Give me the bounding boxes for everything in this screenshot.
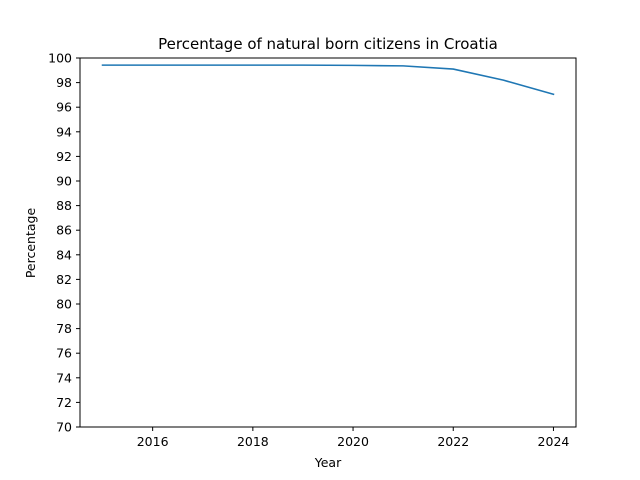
x-tick-label: 2016 (137, 434, 169, 449)
y-tick-label: 88 (56, 198, 72, 213)
y-axis-label: Percentage (23, 208, 38, 279)
y-axis: 70 72 74 76 78 80 82 84 86 88 90 92 94 96 98 100 (48, 51, 80, 435)
chart-title: Percentage of natural born citizens in C… (158, 35, 498, 53)
x-axis-label: Year (314, 455, 342, 470)
y-tick-label: 86 (56, 223, 72, 238)
y-tick-label: 72 (56, 395, 72, 410)
y-tick-label: 100 (48, 51, 72, 66)
x-tick-label: 2018 (237, 434, 269, 449)
series-line (101, 64, 555, 96)
y-tick-label: 90 (56, 174, 72, 189)
x-tick-label: 2020 (337, 434, 369, 449)
y-tick-label: 96 (56, 100, 72, 115)
y-tick-label: 98 (56, 75, 72, 90)
y-tick-label: 78 (56, 321, 72, 336)
y-tick-label: 82 (56, 272, 72, 287)
y-tick-label: 70 (56, 420, 72, 435)
y-tick-label: 84 (56, 247, 72, 262)
y-tick-label: 80 (56, 297, 72, 312)
x-tick-label: 2024 (538, 434, 570, 449)
x-tick-label: 2022 (437, 434, 469, 449)
series-layer (101, 64, 555, 96)
y-tick-label: 94 (56, 124, 72, 139)
plot-area (79, 57, 577, 428)
y-tick-label: 74 (56, 370, 72, 385)
y-tick-label: 92 (56, 149, 72, 164)
x-axis: 2016 2018 2020 2022 2024 (137, 427, 570, 449)
y-tick-label: 76 (56, 346, 72, 361)
plot-frame (79, 57, 577, 428)
